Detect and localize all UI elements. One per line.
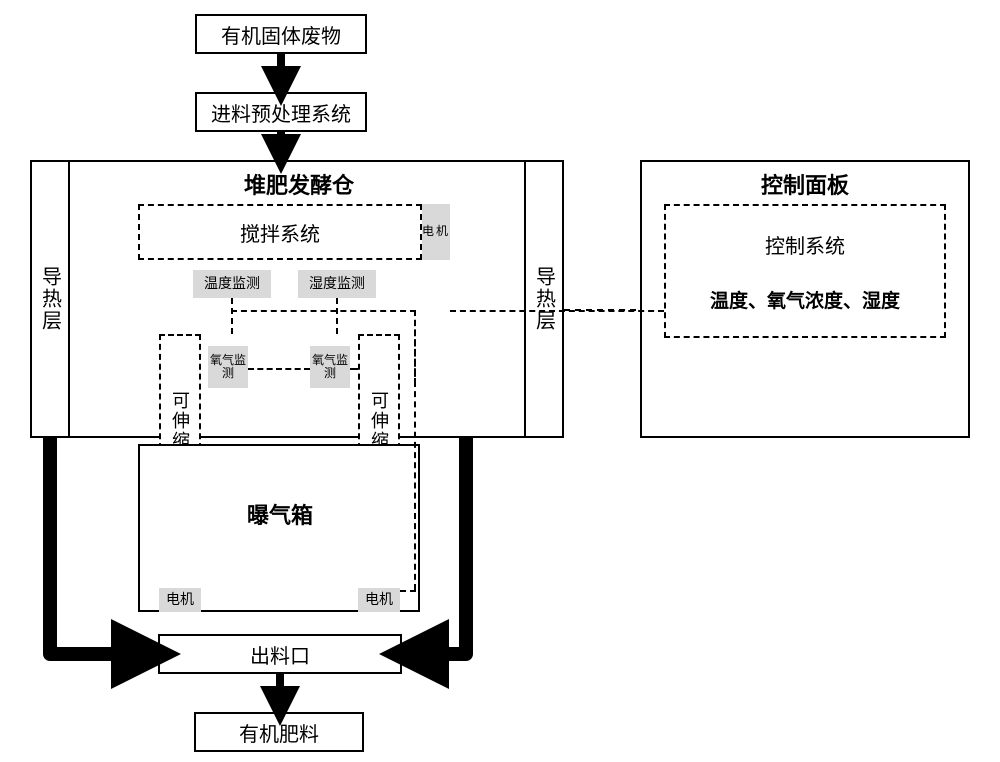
output: 有机肥料 <box>194 712 364 752</box>
node-input-label: 有机固体废物 <box>221 20 341 49</box>
motor-bl: 电机 <box>159 588 201 612</box>
heat-layer-left: 导热层 <box>30 160 70 438</box>
aeration-box-label-wrap: 曝气箱 <box>218 498 342 538</box>
node-pretreat: 进料预处理系统 <box>195 92 367 132</box>
outlet-label: 出料口 <box>250 640 310 669</box>
aeration-box-label: 曝气箱 <box>247 503 313 528</box>
heat-layer-right: 导热层 <box>524 160 564 438</box>
dash-motor-br-h <box>400 590 416 592</box>
dash-hum-v <box>336 298 338 334</box>
control-system: 控制系统 温度、氧气浓度、湿度 <box>664 204 946 338</box>
dash-mix-to-bus <box>231 310 416 312</box>
node-chamber <box>30 160 564 438</box>
heat-layer-left-label: 导热层 <box>36 266 65 332</box>
oxy-right-label: 氧气监测 <box>310 354 350 380</box>
motor-br: 电机 <box>358 588 400 612</box>
temp-monitor-label: 温度监测 <box>204 276 260 291</box>
dash-bus-h <box>450 310 664 312</box>
temp-monitor: 温度监测 <box>193 270 271 298</box>
heat-layer-right-label: 导热层 <box>530 266 559 332</box>
node-pretreat-label: 进料预处理系统 <box>211 98 351 127</box>
oxy-left: 氧气监测 <box>208 346 248 388</box>
dash-right-inside <box>414 310 416 590</box>
motor-bl-label: 电机 <box>166 592 194 607</box>
ctrl-sys-label: 控制系统 <box>765 230 845 259</box>
motor-br-label: 电机 <box>365 592 393 607</box>
dash-oxy-h <box>248 368 310 370</box>
panel-title-label: 控制面板 <box>761 173 849 198</box>
humidity-monitor-label: 湿度监测 <box>309 276 365 291</box>
ctrl-params-label: 温度、氧气浓度、湿度 <box>710 286 900 313</box>
chamber-title: 堆肥发酵仓 <box>74 168 524 198</box>
outlet: 出料口 <box>158 634 402 674</box>
node-input: 有机固体废物 <box>195 14 367 54</box>
dash-temp-v <box>231 298 233 334</box>
humidity-monitor: 湿度监测 <box>298 270 376 298</box>
motor-top-label: 电机 <box>422 225 450 238</box>
mixing-label: 搅拌系统 <box>240 218 320 247</box>
chamber-title-label: 堆肥发酵仓 <box>244 173 354 198</box>
oxy-left-label: 氧气监测 <box>208 354 248 380</box>
mixing-system: 搅拌系统 <box>138 204 422 260</box>
dash-oxy-h2 <box>350 368 358 370</box>
motor-top: 电机 <box>422 204 450 260</box>
panel-title: 控制面板 <box>640 168 970 200</box>
oxy-right: 氧气监测 <box>310 346 350 388</box>
output-label: 有机肥料 <box>239 718 319 747</box>
